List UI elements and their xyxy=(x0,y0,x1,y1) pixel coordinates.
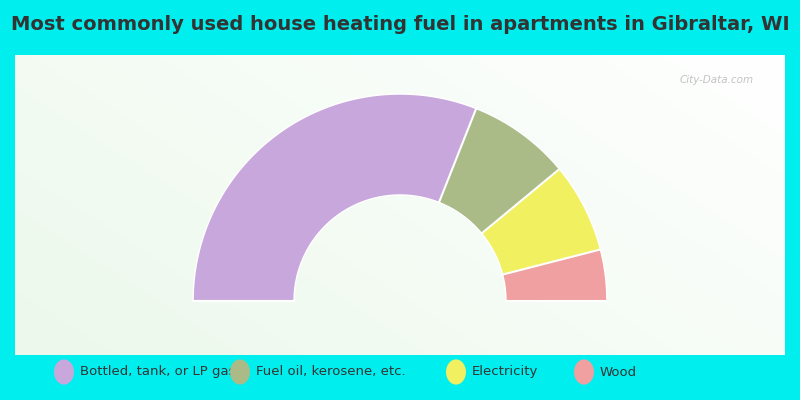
Text: City-Data.com: City-Data.com xyxy=(680,75,754,85)
Text: Fuel oil, kerosene, etc.: Fuel oil, kerosene, etc. xyxy=(256,366,406,378)
Text: Electricity: Electricity xyxy=(472,366,538,378)
Ellipse shape xyxy=(230,359,250,385)
Polygon shape xyxy=(193,94,476,301)
Text: Bottled, tank, or LP gas: Bottled, tank, or LP gas xyxy=(80,366,235,378)
Polygon shape xyxy=(482,169,600,274)
Ellipse shape xyxy=(54,359,74,385)
Polygon shape xyxy=(502,250,607,301)
Text: Most commonly used house heating fuel in apartments in Gibraltar, WI: Most commonly used house heating fuel in… xyxy=(10,16,790,34)
Ellipse shape xyxy=(446,359,466,385)
Ellipse shape xyxy=(574,359,594,385)
Text: Wood: Wood xyxy=(600,366,637,378)
Polygon shape xyxy=(439,108,559,233)
